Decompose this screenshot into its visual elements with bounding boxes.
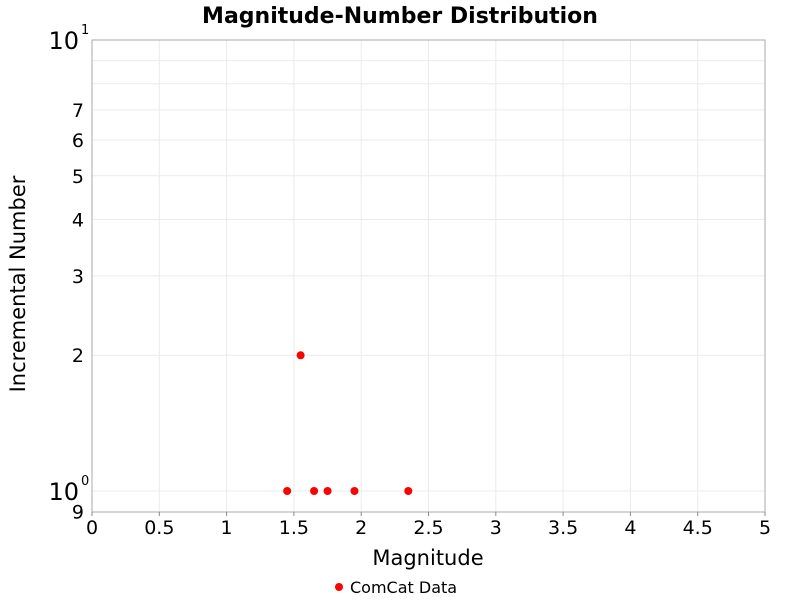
y-tick-label: 10 — [48, 478, 79, 506]
y-tick-label: 7 — [72, 100, 84, 122]
data-point — [310, 487, 319, 495]
x-tick-label: 4.5 — [683, 517, 713, 539]
y-tick-label: 3 — [72, 266, 84, 288]
x-tick-label: 2.5 — [413, 517, 443, 539]
legend: ComCat Data — [335, 578, 457, 597]
legend-label: ComCat Data — [350, 578, 457, 597]
data-point — [283, 487, 292, 495]
grid — [91, 39, 766, 512]
data-point — [350, 487, 359, 495]
y-axis-label: Incremental Number — [6, 175, 30, 392]
x-tick-label: 4 — [624, 517, 636, 539]
x-tick-label: 2 — [355, 517, 367, 539]
y-tick-label: 6 — [72, 130, 84, 152]
x-tick-label: 1.5 — [279, 517, 309, 539]
data-point — [323, 487, 332, 495]
x-tick-label: 3 — [490, 517, 502, 539]
y-tick-label: 5 — [72, 166, 84, 188]
chart-title: Magnitude-Number Distribution — [202, 4, 598, 29]
y-tick-label: 4 — [72, 209, 84, 231]
data-points — [283, 351, 413, 495]
x-axis: 0 0.5 1 1.5 2 2.5 3 3.5 4 4.5 5 — [86, 512, 771, 539]
x-axis-label: Magnitude — [372, 546, 483, 570]
data-point — [296, 351, 305, 360]
x-tick-label: 1 — [221, 517, 233, 539]
legend-marker — [335, 583, 343, 591]
x-tick-label: 0 — [86, 517, 98, 539]
x-tick-label: 0.5 — [144, 517, 174, 539]
data-point — [404, 487, 413, 495]
x-tick-label: 5 — [759, 517, 771, 539]
y-tick-label: 10 — [48, 27, 79, 55]
y-tick-exponent: 0 — [81, 474, 89, 489]
x-tick-label: 3.5 — [548, 517, 578, 539]
y-tick-label: 2 — [72, 345, 84, 367]
y-tick-label: 9 — [72, 502, 84, 524]
y-tick-exponent: 1 — [81, 23, 89, 38]
